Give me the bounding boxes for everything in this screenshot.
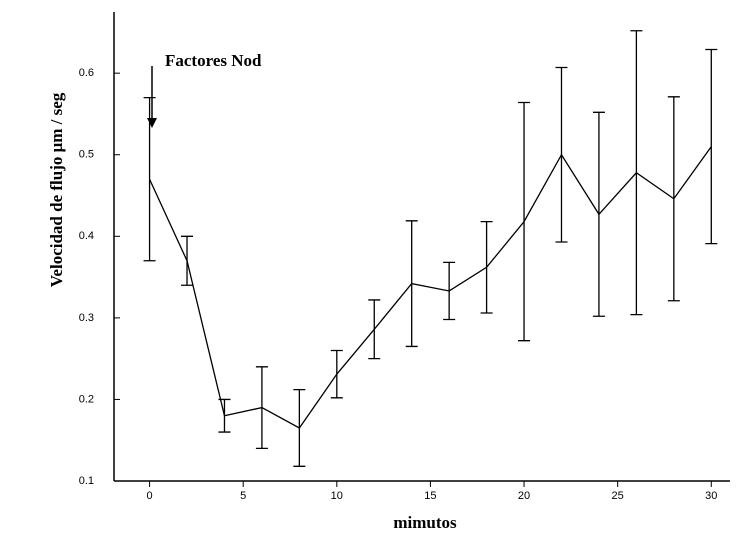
- error-bar: [443, 261, 456, 321]
- y-axis-label: Velocidad de flujo μm / seg: [47, 92, 66, 287]
- error-bar: [630, 30, 643, 316]
- x-tick-label: 25: [612, 490, 624, 502]
- y-tick-label: 0.3: [79, 312, 94, 324]
- error-bar: [592, 111, 605, 317]
- x-tick-label: 10: [331, 490, 343, 502]
- error-bar: [181, 235, 194, 286]
- y-tick-label: 0.6: [79, 67, 94, 79]
- error-bar: [330, 349, 343, 399]
- error-bar: [555, 66, 568, 243]
- annotation: Factores Nod: [165, 51, 262, 70]
- x-tick-label: 20: [518, 490, 530, 502]
- x-axis-label: mimutos: [393, 513, 457, 532]
- arrow-head: [147, 118, 157, 128]
- x-tick-label: 5: [240, 490, 246, 502]
- x-tick-label: 0: [147, 490, 153, 502]
- x-tick-label: 15: [424, 490, 436, 502]
- error-bar: [293, 388, 306, 467]
- error-bar: [518, 101, 531, 342]
- y-tick-label: 0.5: [79, 149, 94, 161]
- error-bar: [143, 96, 156, 262]
- x-tick-label: 30: [705, 490, 717, 502]
- error-bar: [705, 48, 718, 245]
- error-bar: [480, 220, 493, 314]
- y-tick-label: 0.2: [79, 393, 94, 405]
- error-bar: [255, 366, 268, 450]
- error-bar: [218, 398, 231, 433]
- error-bar: [667, 96, 680, 302]
- y-tick-label: 0.1: [79, 475, 94, 487]
- error-bar: [368, 299, 381, 360]
- data-line: [148, 146, 712, 429]
- y-tick-label: 0.4: [79, 230, 94, 242]
- error-bar: [405, 220, 418, 348]
